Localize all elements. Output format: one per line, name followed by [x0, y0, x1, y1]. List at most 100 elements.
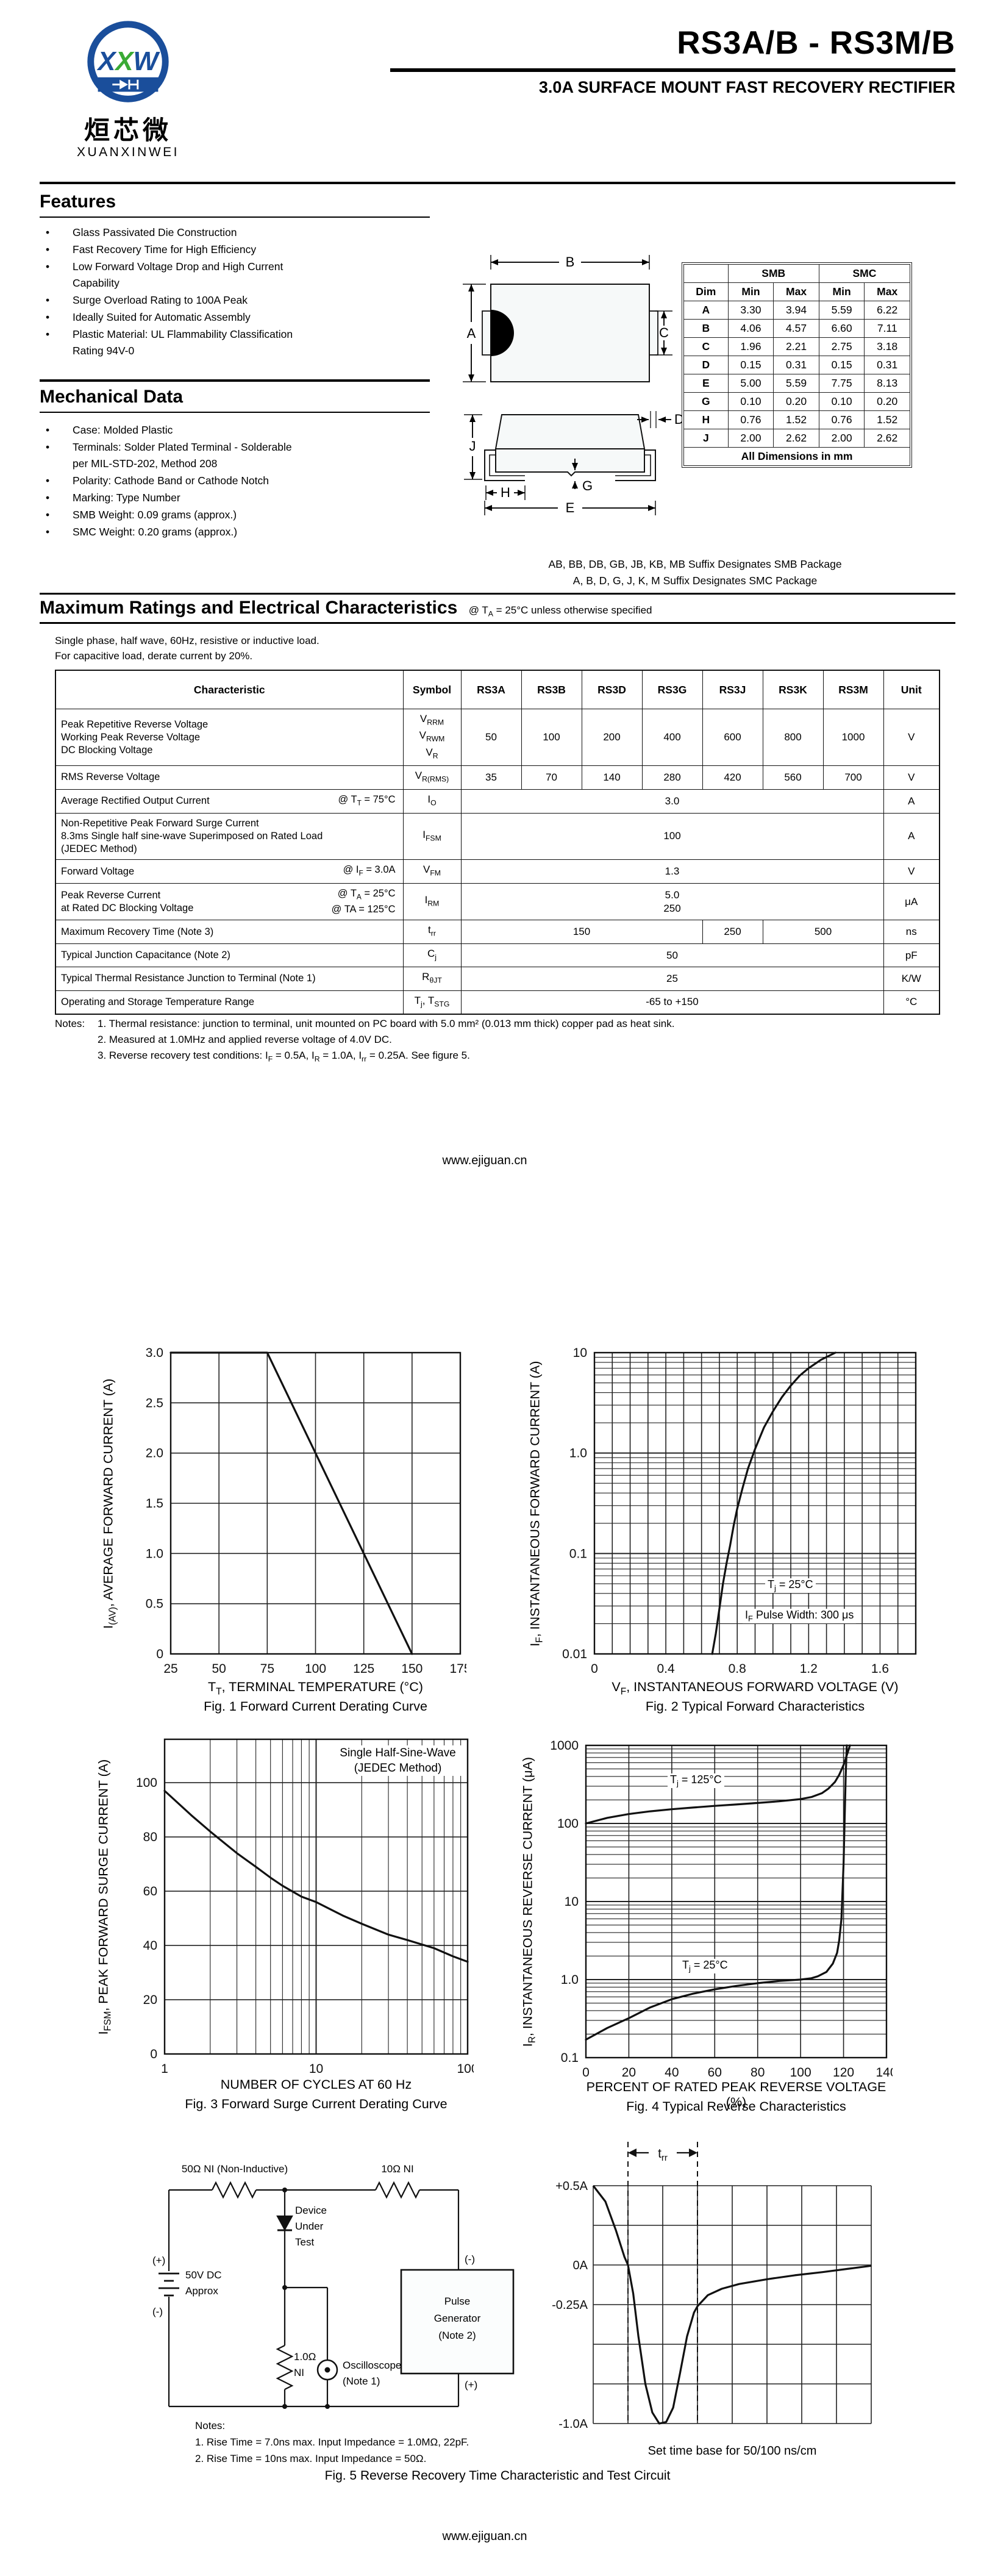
dim-letter: C	[683, 337, 729, 356]
dimension-table: SMB SMC Dim Min Max Min Max A 3.30 3.94 5.59 6.22 B 4…	[683, 264, 911, 466]
svg-text:trr: trr	[658, 2147, 668, 2163]
feature-item-label: Glass Passivated Die Construction	[73, 226, 237, 238]
bullet-icon: •	[46, 424, 50, 436]
cathode-band-mark	[491, 310, 514, 356]
circuit-diagram	[159, 2181, 515, 2409]
svg-text:0: 0	[591, 1662, 598, 1676]
series-forward	[711, 1351, 836, 1655]
note-line: 3. Reverse recovery test conditions: IF …	[98, 1050, 470, 1064]
ratings-rule-top	[40, 593, 955, 595]
svg-text:XXW: XXW	[97, 47, 161, 76]
mechanical-item: • SMB Weight: 0.09 grams (approx.)	[40, 507, 430, 523]
ratings-unit: V	[883, 765, 940, 790]
ratings-row: Typical Thermal Resistance Junction to T…	[55, 967, 940, 991]
ratings-value: 150	[460, 920, 703, 944]
dim-value: 1.52	[773, 410, 819, 429]
dim-letter: B	[683, 319, 729, 338]
mechanical-item-label: Case: Molded Plastic	[73, 424, 173, 436]
ratings-symbol: trr	[402, 920, 462, 944]
bullet-icon: •	[46, 294, 50, 306]
svg-text:0: 0	[156, 1647, 163, 1661]
ratings-value: 100	[460, 812, 884, 860]
dim-value: 3.94	[773, 301, 819, 320]
bullet-icon: •	[46, 526, 50, 538]
dim-sub-header: Min	[727, 282, 774, 301]
svg-text:0A: 0A	[573, 2259, 588, 2272]
dim-group-header: SMB	[727, 264, 819, 283]
bullet-icon: •	[46, 311, 50, 323]
fig4-caption: Fig. 4 Typical Reverse Characteristics	[626, 2099, 846, 2114]
svg-text:1.0: 1.0	[561, 1973, 579, 1987]
svg-text:1.2: 1.2	[800, 1662, 818, 1676]
svg-text:125: 125	[353, 1662, 374, 1676]
dim-value: 0.10	[727, 392, 774, 411]
dim-value: 2.75	[818, 337, 865, 356]
fig3-ylabel: IFSM, PEAK FORWARD SURGE CURRENT (A)	[96, 1759, 113, 2035]
dim-value: 2.00	[727, 429, 774, 448]
battery-plus-label: (+)	[152, 2255, 166, 2266]
svg-text:1000: 1000	[550, 1739, 579, 1753]
svg-text:0.8: 0.8	[729, 1662, 746, 1676]
bullet-icon: •	[46, 474, 50, 487]
svg-text:140: 140	[876, 2066, 893, 2080]
svg-text:80: 80	[751, 2066, 765, 2080]
ratings-col-header: RS3J	[702, 670, 763, 709]
ratings-row: Peak Reverse Current at Rated DC Blocking…	[55, 883, 940, 921]
resistor-50ohm-label: 50Ω NI (Non-Inductive)	[181, 2163, 288, 2175]
ratings-row: Maximum Recovery Time (Note 3) trr 150 250 5…	[55, 920, 940, 944]
mechanical-item-label: Marking: Type Number	[73, 492, 180, 504]
ratings-heading-note: @ TA = 25°C unless otherwise specified	[468, 604, 652, 618]
ratings-unit: μA	[883, 883, 940, 921]
mechanical-item: • SMC Weight: 0.20 grams (approx.)	[40, 524, 430, 540]
ratings-characteristic: Average Rectified Output Current @ TT = 7…	[55, 789, 404, 814]
svg-text:1.0: 1.0	[569, 1447, 587, 1461]
dim-value: 2.00	[818, 429, 865, 448]
dim-value: 7.11	[864, 319, 910, 338]
ratings-value: 700	[822, 765, 884, 790]
ratings-col-header: RS3A	[460, 670, 522, 709]
svg-text:10: 10	[573, 1347, 587, 1360]
dim-row: E 5.00 5.59 7.75 8.13	[683, 374, 910, 393]
feature-item: • Plastic Material: UL Flammability Class…	[40, 326, 430, 359]
series-derating	[169, 1351, 413, 1655]
ratings-value: 50	[460, 943, 884, 968]
header-rule	[40, 182, 955, 184]
fig3-chart: 1 10 100 0 20 40 60 80 100	[136, 1738, 474, 2076]
svg-text:100: 100	[557, 1817, 579, 1831]
bullet-icon: •	[46, 243, 50, 256]
feature-item: • Surge Overload Rating to 100A Peak	[40, 292, 430, 309]
ratings-row: Forward Voltage @ IF = 3.0A VFM 1.3 V	[55, 859, 940, 884]
svg-text:1.6: 1.6	[871, 1662, 889, 1676]
ratings-value: 400	[641, 708, 703, 767]
ratings-col-header: Characteristic	[55, 670, 404, 709]
mechanical-item-label: Terminals: Solder Plated Terminal - Sold…	[73, 441, 292, 470]
feature-item-label: Low Forward Voltage Drop and High Curren…	[73, 260, 284, 289]
fig4-annotation-125c: Tj = 125°C	[668, 1773, 724, 1788]
svg-text:75: 75	[260, 1662, 274, 1676]
dim-corner-cell	[683, 264, 729, 283]
svg-text:0.5: 0.5	[146, 1597, 163, 1611]
fig1-caption: Fig. 1 Forward Current Derating Curve	[204, 1699, 427, 1714]
svg-text:0.4: 0.4	[657, 1662, 676, 1676]
svg-text:120: 120	[833, 2066, 854, 2080]
fig2-annotation-pulse: IF Pulse Width: 300 μs	[743, 1609, 857, 1623]
ratings-characteristic: Typical Junction Capacitance (Note 2)	[55, 943, 404, 968]
svg-text:-0.25A: -0.25A	[552, 2299, 588, 2312]
mechanical-item: • Case: Molded Plastic	[40, 422, 430, 438]
ratings-rule-bottom	[40, 622, 955, 624]
resistor-10ohm-label: 10Ω NI	[381, 2163, 414, 2175]
ratings-value: 250	[702, 920, 763, 944]
dim-sub-header: Max	[773, 282, 819, 301]
fig4-annotation-25c: Tj = 25°C	[680, 1959, 730, 1973]
bullet-icon: •	[46, 492, 50, 504]
dim-value: 7.75	[818, 374, 865, 393]
fig4-chart: 0 20 40 60 80 100 120 140 0.1 1.0 10 100 1000	[550, 1739, 893, 2080]
fig5-caption: Fig. 5 Reverse Recovery Time Characteris…	[324, 2469, 671, 2483]
features-heading: Features	[40, 191, 430, 218]
ratings-characteristic: Peak Repetitive Reverse Voltage Working P…	[55, 708, 404, 767]
svg-text:0.1: 0.1	[561, 2051, 579, 2065]
ratings-row: Typical Junction Capacitance (Note 2) Cj 5…	[55, 943, 940, 968]
dim-value: 5.59	[818, 301, 865, 320]
ratings-col-header: RS3G	[641, 670, 703, 709]
svg-text:50: 50	[212, 1662, 226, 1676]
